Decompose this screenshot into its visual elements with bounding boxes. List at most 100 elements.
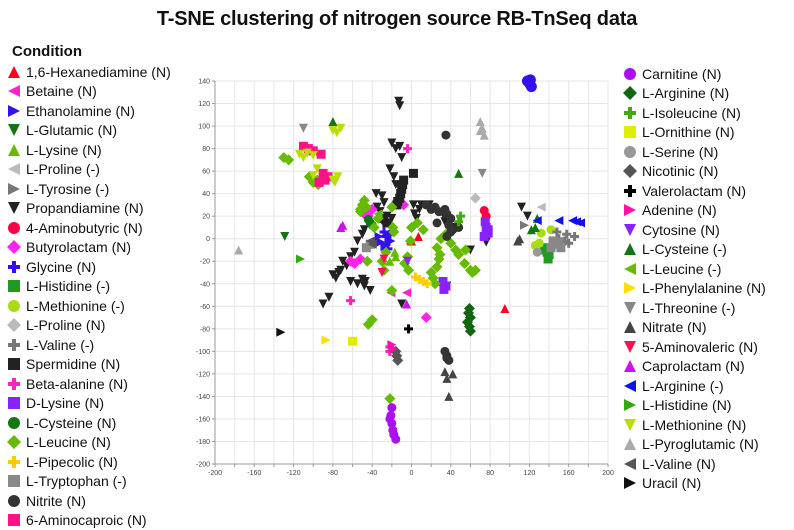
legend-item[interactable]: Spermidine (N) bbox=[6, 355, 171, 375]
legend-item[interactable]: Glycine (N) bbox=[6, 257, 171, 277]
legend-item[interactable]: Caprolactam (N) bbox=[622, 357, 766, 377]
legend-item[interactable]: Ethanolamine (N) bbox=[6, 101, 171, 121]
data-point bbox=[441, 131, 450, 140]
legend-item[interactable]: L-Arginine (N) bbox=[622, 84, 766, 104]
data-point bbox=[317, 150, 326, 159]
legend-item[interactable]: L-Lysine (N) bbox=[6, 140, 171, 160]
legend-label: 5-Aminovaleric (N) bbox=[642, 339, 758, 355]
data-point bbox=[387, 403, 396, 412]
y-tick-label: -80 bbox=[200, 326, 210, 333]
legend-item[interactable]: 6-Aminocaproic (N) bbox=[6, 511, 171, 530]
legend-label: Propandiamine (N) bbox=[26, 200, 144, 216]
data-point bbox=[409, 169, 418, 178]
circle-icon bbox=[622, 144, 638, 160]
legend-item[interactable]: L-Threonine (-) bbox=[622, 298, 766, 318]
triangle-left-icon bbox=[622, 456, 638, 472]
legend-label: Beta-alanine (N) bbox=[26, 376, 128, 392]
data-point bbox=[384, 393, 395, 404]
legend-item[interactable]: L-Ornithine (N) bbox=[622, 123, 766, 143]
legend-label: Ethanolamine (N) bbox=[26, 103, 135, 119]
legend-item[interactable]: 5-Aminovaleric (N) bbox=[622, 337, 766, 357]
legend-item[interactable]: Adenine (N) bbox=[622, 201, 766, 221]
legend-item[interactable]: Cytosine (N) bbox=[622, 220, 766, 240]
data-point bbox=[348, 337, 357, 346]
legend-item[interactable]: L-Valine (N) bbox=[622, 454, 766, 474]
triangle-right-icon bbox=[622, 475, 638, 491]
x-tick-label: 160 bbox=[563, 470, 575, 477]
data-point bbox=[570, 232, 579, 241]
legend-label: L-Glutamic (N) bbox=[26, 122, 117, 138]
legend-item[interactable]: Butyrolactam (N) bbox=[6, 238, 171, 258]
legend-label: L-Tyrosine (-) bbox=[26, 181, 109, 197]
legend-item[interactable]: L-Leucine (N) bbox=[6, 433, 171, 453]
legend-item[interactable]: Beta-alanine (N) bbox=[6, 374, 171, 394]
legend-label: Valerolactam (N) bbox=[642, 183, 746, 199]
legend-item[interactable]: L-Leucine (-) bbox=[622, 259, 766, 279]
legend-label: L-Proline (N) bbox=[26, 317, 105, 333]
data-point bbox=[478, 169, 487, 178]
legend-item[interactable]: L-Serine (N) bbox=[622, 142, 766, 162]
legend-item[interactable]: L-Tryptophan (-) bbox=[6, 472, 171, 492]
legend-item[interactable]: L-Pipecolic (N) bbox=[6, 452, 171, 472]
legend-marker bbox=[8, 300, 20, 312]
triangle-down-icon bbox=[622, 222, 638, 238]
legend-marker bbox=[8, 144, 20, 156]
plus-icon bbox=[6, 259, 22, 275]
legend-marker bbox=[624, 380, 636, 392]
legend-marker bbox=[624, 146, 636, 158]
legend-marker bbox=[7, 240, 21, 254]
legend-label: Cytosine (N) bbox=[642, 222, 720, 238]
legend-label: Uracil (N) bbox=[642, 475, 701, 491]
legend-label: L-Cysteine (-) bbox=[642, 241, 727, 257]
y-tick-label: 80 bbox=[202, 146, 210, 153]
legend-item[interactable]: Betaine (N) bbox=[6, 82, 171, 102]
legend-item[interactable]: L-Arginine (-) bbox=[622, 376, 766, 396]
legend-item[interactable]: L-Proline (-) bbox=[6, 160, 171, 180]
legend-item[interactable]: L-Histidine (-) bbox=[6, 277, 171, 297]
legend-label: L-Serine (N) bbox=[642, 144, 718, 160]
data-point bbox=[309, 151, 318, 160]
legend-label: Butyrolactam (N) bbox=[26, 239, 131, 255]
legend-item[interactable]: L-Tyrosine (-) bbox=[6, 179, 171, 199]
legend-item[interactable]: L-Proline (N) bbox=[6, 316, 171, 336]
legend-marker bbox=[8, 222, 20, 234]
legend-item[interactable]: L-Pyroglutamic (N) bbox=[622, 435, 766, 455]
legend-label: L-Arginine (N) bbox=[642, 85, 729, 101]
data-point bbox=[454, 169, 463, 178]
data-point bbox=[346, 277, 355, 286]
legend-marker bbox=[8, 358, 20, 370]
triangle-right-icon bbox=[622, 202, 638, 218]
legend-item[interactable]: 4-Aminobutyric (N) bbox=[6, 218, 171, 238]
square-icon bbox=[6, 473, 22, 489]
data-point bbox=[234, 245, 243, 254]
data-point bbox=[330, 178, 339, 187]
legend-item[interactable]: L-Isoleucine (N) bbox=[622, 103, 766, 123]
legend-item[interactable]: Nicotinic (N) bbox=[622, 162, 766, 182]
legend-item[interactable]: L-Cysteine (N) bbox=[6, 413, 171, 433]
data-point bbox=[280, 232, 289, 241]
plus-icon bbox=[6, 454, 22, 470]
legend-item[interactable]: L-Phenylalanine (N) bbox=[622, 279, 766, 299]
legend-item[interactable]: D-Lysine (N) bbox=[6, 394, 171, 414]
legend-item[interactable]: Valerolactam (N) bbox=[622, 181, 766, 201]
legend-marker bbox=[624, 302, 636, 314]
plus-icon bbox=[622, 183, 638, 199]
legend-item[interactable]: Propandiamine (N) bbox=[6, 199, 171, 219]
legend-item[interactable]: L-Histidine (N) bbox=[622, 396, 766, 416]
legend-item[interactable]: L-Glutamic (N) bbox=[6, 121, 171, 141]
legend-item[interactable]: Carnitine (N) bbox=[622, 64, 766, 84]
legend-item[interactable]: Uracil (N) bbox=[622, 474, 766, 494]
legend-label: L-Leucine (N) bbox=[26, 434, 111, 450]
legend-marker bbox=[7, 435, 21, 449]
legend-right: Carnitine (N)L-Arginine (N) L-Isoleucine … bbox=[622, 64, 766, 493]
legend-label: Nitrite (N) bbox=[26, 493, 86, 509]
legend-item[interactable]: L-Methionine (-) bbox=[6, 296, 171, 316]
x-tick-label: -120 bbox=[287, 470, 301, 477]
legend-item[interactable]: L-Cysteine (-) bbox=[622, 240, 766, 260]
legend-item[interactable]: L-Valine (-) bbox=[6, 335, 171, 355]
legend-item[interactable]: 1,6-Hexanediamine (N) bbox=[6, 62, 171, 82]
legend-item[interactable]: Nitrate (N) bbox=[622, 318, 766, 338]
data-point bbox=[366, 286, 375, 295]
legend-item[interactable]: L-Methionine (N) bbox=[622, 415, 766, 435]
data-point bbox=[476, 117, 485, 126]
